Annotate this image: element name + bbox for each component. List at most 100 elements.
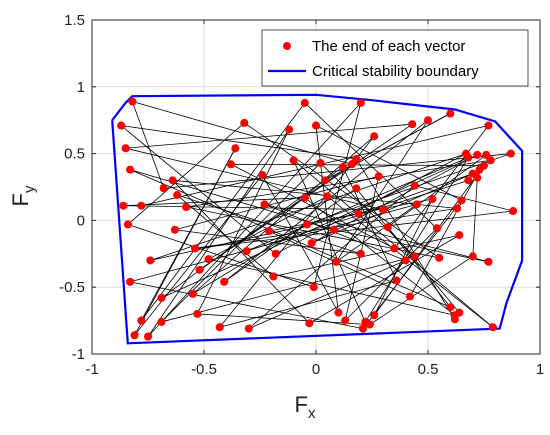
vector-end-point (338, 162, 347, 171)
vector-end-point (146, 256, 155, 265)
vector-arrow (140, 103, 305, 321)
vector-end-point (305, 319, 314, 328)
y-tick-label: 0 (77, 212, 85, 229)
vector-end-point (464, 176, 473, 185)
vector-end-point (455, 231, 464, 240)
vector-arrow (194, 211, 513, 249)
vector-arrow (334, 230, 489, 263)
vector-end-point (130, 331, 139, 340)
legend-box (261, 29, 529, 87)
vector-arrow (276, 153, 467, 255)
y-tick-label: 1.5 (64, 12, 85, 29)
vector-arrow (248, 260, 406, 329)
vector-end-point (271, 249, 280, 258)
vector-end-point (488, 323, 497, 332)
legend-label-points: The end of each vector (312, 38, 465, 55)
vector-end-point (370, 132, 379, 141)
vector-end-point (285, 125, 294, 134)
vector-arrow (161, 256, 414, 323)
vector-end-point (168, 176, 177, 185)
x-tick-label: 0.5 (418, 361, 439, 378)
vector-arrow (230, 164, 484, 165)
vector-arrow (224, 188, 357, 282)
vector-arrow (315, 125, 338, 313)
x-tick-label: 1 (536, 361, 544, 378)
vector-end-point (226, 160, 235, 169)
vector-end-point (316, 158, 325, 167)
vector-end-point (137, 201, 146, 210)
vector-end-point (244, 324, 253, 333)
vector-end-point (204, 255, 213, 264)
vector-end-point (195, 265, 204, 274)
vector-end-point (258, 170, 267, 179)
vector-arrow (131, 101, 163, 188)
vector-end-point (484, 257, 493, 266)
vector-end-point (215, 323, 224, 332)
vector-end-point (354, 209, 363, 218)
vector-end-point (320, 176, 329, 185)
vector-arrow (312, 154, 478, 244)
legend-label-boundary: Critical stability boundary (312, 63, 479, 80)
vector-arrow (362, 200, 462, 329)
vector-end-point (264, 227, 273, 236)
vector-arrow (208, 258, 454, 315)
vector-arrow (246, 158, 469, 252)
vector-end-point (412, 200, 421, 209)
vector-arrow (309, 234, 460, 323)
vector-arrow (125, 124, 413, 149)
y-tick-label: 1 (77, 79, 85, 96)
vector-end-point (410, 252, 419, 261)
vector-arrow (123, 197, 305, 206)
x-axis-title: Fx (295, 392, 316, 422)
vector-end-point (401, 256, 410, 265)
vector-arrow (344, 176, 379, 321)
vector-end-point (309, 283, 318, 292)
legend: The end of each vector Critical stabilit… (261, 29, 529, 87)
vector-end-point (446, 303, 455, 312)
vector-arrow (293, 160, 366, 323)
vector-end-point (323, 192, 332, 201)
vector-end-point (332, 257, 341, 266)
vector-end-point (506, 149, 515, 158)
vector-end-point (410, 181, 419, 190)
vector-end-point (303, 220, 312, 229)
vector-arrow (161, 162, 321, 322)
vector-end-point (173, 191, 182, 200)
vector-arrow (150, 213, 359, 261)
vector-arrow (193, 224, 308, 293)
vector-end-point (307, 239, 316, 248)
vector-end-point (240, 118, 249, 127)
vector-end-point (188, 289, 197, 298)
vector-arrow (342, 167, 398, 281)
vector-end-point (352, 154, 361, 163)
vector-end-point (457, 196, 466, 205)
vector-end-point (473, 150, 482, 159)
vector-arrow (175, 175, 379, 229)
vector-arrow (327, 196, 494, 328)
vector-arrow (336, 119, 429, 262)
vector-end-point (329, 225, 338, 234)
vector-end-point (121, 144, 130, 153)
vector-end-point (170, 225, 179, 234)
vector-arrow (141, 126, 488, 207)
vector-end-point (159, 184, 168, 193)
vector-arrow (244, 122, 439, 258)
boundary-layer (111, 93, 524, 345)
vector-end-point (341, 316, 350, 325)
vector-end-point (191, 244, 200, 253)
vector-arrow (177, 195, 361, 255)
vector-end-point (242, 247, 251, 256)
vector-arrow (473, 177, 478, 257)
vector-end-point (435, 253, 444, 262)
vector-end-point (356, 249, 365, 258)
vector-arrow (231, 163, 395, 249)
x-ticks: -1 -0.5 0 0.5 1 (85, 20, 544, 378)
vector-end-point (370, 311, 379, 320)
vector-arrow (373, 199, 433, 316)
vector-arrow (130, 203, 417, 281)
vector-end-point (482, 150, 491, 159)
vector-end-point (475, 165, 484, 174)
vector-arrow (128, 224, 314, 288)
vector-arrow (335, 204, 417, 263)
